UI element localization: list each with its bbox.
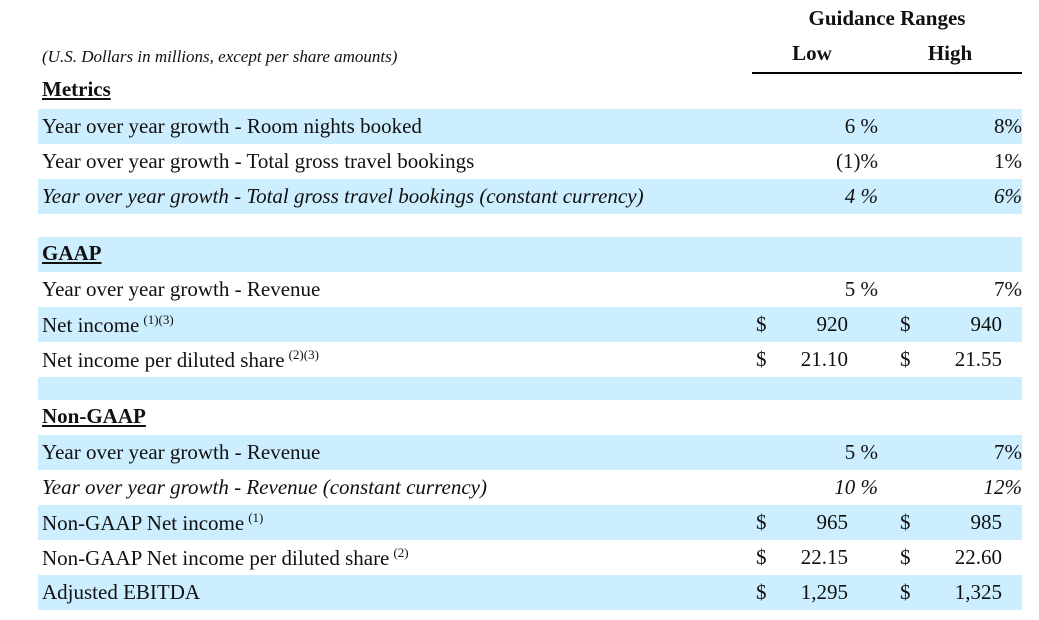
low-value: 1,295 [800, 580, 848, 604]
row-label: Adjusted EBITDA [42, 580, 201, 604]
section-band [38, 237, 1022, 272]
row-label-text: Non-GAAP Net income per diluted share [42, 546, 390, 570]
high-value: 8% [994, 114, 1022, 138]
high-value: 985 [970, 510, 1003, 534]
table-row: Year over year growth - Revenue 5 % 7% [38, 272, 1022, 307]
row-label: Year over year growth - Total gross trav… [42, 184, 644, 208]
currency-symbol: $ [900, 312, 911, 336]
row-label: Non-GAAP Net income per diluted share (2) [42, 545, 409, 571]
spacer-band [38, 377, 1022, 400]
high-value: 7% [994, 277, 1022, 301]
header-rule [752, 72, 1022, 74]
high-value: 21.55 [954, 347, 1002, 371]
low-value: (1)% [836, 149, 878, 173]
table-row: Adjusted EBITDA $ 1,295 $ 1,325 [38, 575, 1022, 610]
low-value: 920 [816, 312, 849, 336]
row-label: Net income per diluted share (2)(3) [42, 347, 319, 373]
high-value: 1% [994, 149, 1022, 173]
row-band [38, 575, 1022, 610]
gaap-section-title: GAAP [42, 241, 102, 265]
row-band [38, 505, 1022, 540]
row-label: Year over year growth - Room nights book… [42, 114, 422, 138]
currency-symbol: $ [900, 347, 911, 371]
high-column-header: High [927, 41, 973, 65]
row-label: Year over year growth - Total gross trav… [42, 149, 475, 173]
non-gaap-section-title: Non-GAAP [42, 404, 146, 428]
table-row: Year over year growth - Revenue 5 % 7% [38, 435, 1022, 470]
low-value: 965 [816, 510, 849, 534]
metrics-section-title: Metrics [42, 77, 111, 101]
table-row: Net income per diluted share (2)(3) $ 21.… [38, 342, 1022, 377]
high-value: 7% [994, 440, 1022, 464]
guidance-ranges-title: Guidance Ranges [808, 6, 966, 30]
currency-symbol: $ [756, 580, 767, 604]
low-value: 21.10 [800, 347, 848, 371]
row-label-text: Non-GAAP Net income [42, 511, 245, 535]
high-value: 940 [970, 312, 1003, 336]
table-row: Year over year growth - Total gross trav… [38, 179, 1022, 214]
low-column-header: Low [792, 41, 832, 65]
row-label: Year over year growth - Revenue [42, 277, 321, 301]
currency-symbol: $ [756, 510, 767, 534]
currency-symbol: $ [900, 545, 911, 569]
currency-symbol: $ [900, 510, 911, 534]
row-band [38, 179, 1022, 214]
row-band [38, 435, 1022, 470]
currency-symbol: $ [900, 580, 911, 604]
low-value: 4 % [844, 184, 878, 208]
table-row: Year over year growth - Room nights book… [38, 109, 1022, 144]
units-note: (U.S. Dollars in millions, except per sh… [42, 47, 398, 66]
footnote-ref: (1)(3) [143, 312, 174, 327]
high-value: 1,325 [954, 580, 1002, 604]
footnote-ref: (1) [248, 510, 264, 525]
low-value: 5 % [844, 277, 878, 301]
row-band [38, 109, 1022, 144]
footnote-ref: (2)(3) [288, 347, 319, 362]
currency-symbol: $ [756, 312, 767, 336]
table-row: Net income (1)(3) $ 920 $ 940 [38, 307, 1022, 342]
low-value: 22.15 [800, 545, 848, 569]
row-label-text: Net income per diluted share [42, 348, 285, 372]
low-value: 5 % [844, 440, 878, 464]
row-band [38, 307, 1022, 342]
row-label: Year over year growth - Revenue (constan… [42, 475, 487, 499]
high-value: 12% [983, 475, 1023, 499]
currency-symbol: $ [756, 347, 767, 371]
row-label: Net income (1)(3) [42, 312, 174, 338]
low-value: 6 % [844, 114, 878, 138]
footnote-ref: (2) [393, 545, 409, 560]
high-value: 22.60 [954, 545, 1002, 569]
table-row: Year over year growth - Revenue (constan… [38, 470, 1022, 505]
row-label: Non-GAAP Net income (1) [42, 510, 263, 536]
table-row: Year over year growth - Total gross trav… [38, 144, 1022, 179]
table-row: Non-GAAP Net income per diluted share (2)… [38, 540, 1022, 575]
row-label-text: Net income [42, 313, 140, 337]
table-row: Non-GAAP Net income (1) $ 965 $ 985 [38, 505, 1022, 540]
low-value: 10 % [834, 475, 878, 499]
row-label: Year over year growth - Revenue [42, 440, 321, 464]
currency-symbol: $ [756, 545, 767, 569]
high-value: 6% [994, 184, 1022, 208]
